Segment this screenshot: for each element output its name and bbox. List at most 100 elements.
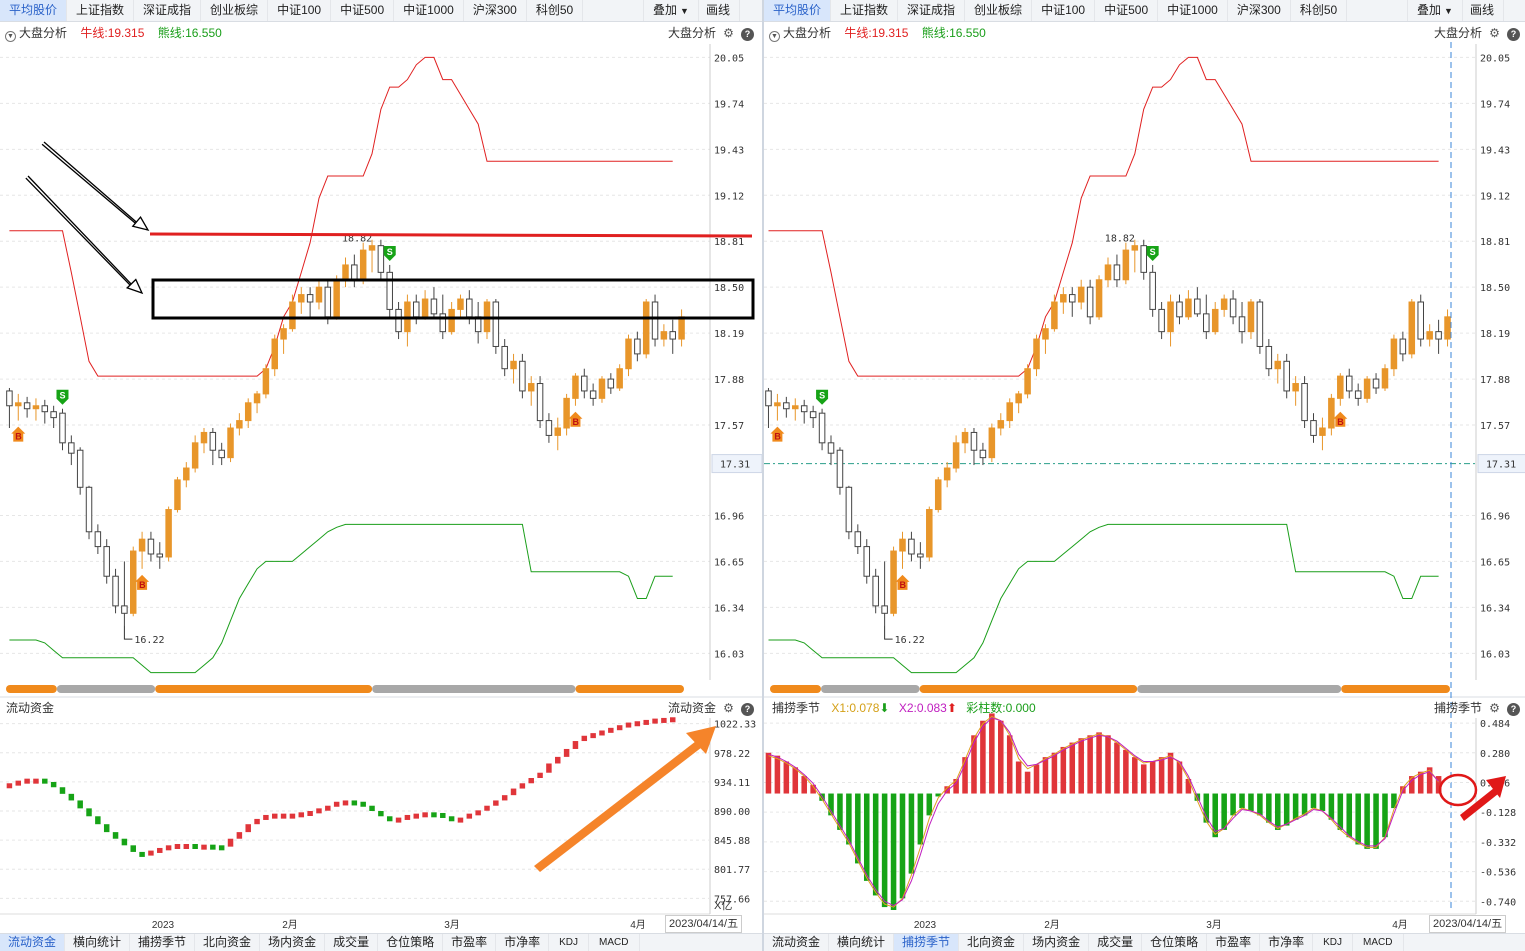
left-btab-north[interactable]: 北向资金	[195, 934, 261, 951]
left-btab-pe[interactable]: 市盈率	[443, 934, 497, 951]
left-btab-horizontal[interactable]: 横向统计	[65, 934, 131, 951]
gear-icon[interactable]: ⚙	[723, 701, 734, 715]
right-tab-csi1000[interactable]: 中证1000	[1158, 0, 1228, 21]
candle-body	[85, 486, 93, 533]
left-draw-button[interactable]: 画线	[697, 0, 741, 21]
trend-status-segment	[372, 685, 576, 693]
flow-bar	[386, 816, 393, 822]
collapse-icon[interactable]: ▼	[769, 31, 780, 42]
flow-bar	[581, 735, 588, 742]
left-tab-csi1000[interactable]: 中证1000	[394, 0, 464, 21]
y-tick-label: 16.03	[1480, 649, 1510, 660]
right-overlay-button[interactable]: 叠加 ▼	[1407, 0, 1463, 21]
flow-bar	[669, 717, 676, 723]
gear-icon[interactable]: ⚙	[1489, 26, 1500, 40]
left-btab-volume[interactable]: 成交量	[325, 934, 379, 951]
right-tab-csi500[interactable]: 中证500	[1095, 0, 1159, 21]
left-btab-onfloor[interactable]: 场内资金	[260, 934, 326, 951]
right-tab-star50[interactable]: 科创50	[1291, 0, 1348, 21]
candle-body	[1417, 301, 1424, 340]
candle-body	[678, 316, 685, 340]
fishing-bar	[846, 793, 852, 845]
right-btab-macd[interactable]: MACD	[1353, 934, 1404, 951]
candle-body	[934, 479, 942, 511]
flow-bar	[431, 812, 437, 818]
right-tab-sh-index[interactable]: 上证指数	[831, 0, 899, 21]
right-draw-button[interactable]: 画线	[1461, 0, 1505, 21]
right-sub-title: 捕捞季节	[772, 701, 821, 715]
right-btab-onfloor[interactable]: 场内资金	[1024, 934, 1090, 951]
candle-body	[147, 538, 155, 555]
fishing-bar	[1364, 793, 1370, 849]
sub-y-tick-label: -0.536	[1480, 868, 1516, 879]
right-chart-canvas: 20.05 19.74 19.43 19.12 18.81 18.50 18.19 17.88…	[764, 42, 1525, 931]
gear-icon[interactable]: ⚙	[723, 26, 734, 40]
right-analysis-label: 大盘分析	[783, 26, 832, 40]
left-btab-kdj[interactable]: KDJ	[549, 934, 590, 951]
sub-y-tick-label: 757.66	[714, 894, 750, 905]
left-tab-star50[interactable]: 科创50	[527, 0, 584, 21]
left-tab-hs300[interactable]: 沪深300	[464, 0, 527, 21]
fishing-bar	[1149, 761, 1156, 794]
candle-body	[527, 383, 535, 392]
right-btab-fishing[interactable]: 捕捞季节	[894, 934, 960, 951]
candle-body	[651, 301, 659, 340]
left-btab-macd[interactable]: MACD	[589, 934, 640, 951]
candle-body	[792, 405, 799, 410]
candle-body	[280, 328, 287, 340]
right-btab-pb[interactable]: 市净率	[1260, 934, 1314, 951]
annotation-arrow-icon	[25, 177, 132, 287]
candle-body	[59, 412, 66, 444]
right-tab-hs300[interactable]: 沪深300	[1228, 0, 1291, 21]
buy-marker-icon	[895, 574, 910, 590]
sub-y-tick-label: 978.22	[714, 749, 750, 760]
left-tab-sz-index[interactable]: 深证成指	[134, 0, 202, 21]
fishing-bar	[837, 793, 843, 830]
high-price-label: 18.82	[1105, 234, 1135, 245]
left-tab-csi100[interactable]: 中证100	[268, 0, 332, 21]
flow-bar	[333, 801, 340, 807]
left-overlay-button[interactable]: 叠加 ▼	[643, 0, 699, 21]
help-icon[interactable]: ?	[1507, 28, 1521, 41]
right-btab-volume[interactable]: 成交量	[1089, 934, 1143, 951]
left-btab-pb[interactable]: 市净率	[496, 934, 550, 951]
right-btab-flow[interactable]: 流动资金	[764, 934, 830, 951]
right-tab-gem[interactable]: 创业板综	[965, 0, 1033, 21]
candle-body	[1051, 301, 1058, 330]
left-tab-csi500[interactable]: 中证500	[331, 0, 395, 21]
help-icon[interactable]: ?	[741, 28, 755, 41]
annotation-arrow-icon	[41, 143, 138, 226]
left-tab-gem[interactable]: 创业板综	[201, 0, 269, 21]
y-tick-label: 19.74	[714, 99, 744, 110]
left-btab-flow[interactable]: 流动资金	[0, 934, 66, 951]
candle-body	[943, 467, 951, 481]
right-btab-position[interactable]: 仓位策略	[1142, 934, 1208, 951]
right-tab-csi100[interactable]: 中证100	[1032, 0, 1096, 21]
flow-bar	[15, 780, 22, 786]
right-sub-info: 捕捞季节 X1:0.078⬇ X2:0.083⬆ 彩柱数:0.000	[772, 700, 1036, 716]
flow-bar	[148, 850, 154, 856]
help-icon[interactable]: ?	[1507, 703, 1521, 716]
consolidation-box	[151, 278, 755, 320]
fishing-bar	[1319, 793, 1326, 811]
right-btab-pe[interactable]: 市盈率	[1207, 934, 1261, 951]
flow-bar	[218, 845, 225, 851]
buy-marker-icon	[135, 574, 150, 590]
candle-body	[660, 331, 668, 340]
collapse-icon[interactable]: ▼	[5, 31, 16, 42]
left-tab-avg-price[interactable]: 平均股价	[0, 0, 68, 21]
right-btab-kdj[interactable]: KDJ	[1313, 934, 1354, 951]
right-tab-sz-index[interactable]: 深证成指	[898, 0, 966, 21]
right-btab-north[interactable]: 北向资金	[959, 934, 1025, 951]
annotation-arrow-icon	[27, 175, 134, 286]
panel-divider[interactable]	[762, 0, 764, 951]
gear-icon[interactable]: ⚙	[1489, 701, 1500, 715]
left-tab-sh-index[interactable]: 上证指数	[67, 0, 135, 21]
help-icon[interactable]: ?	[741, 703, 755, 716]
left-btab-position[interactable]: 仓位策略	[378, 934, 444, 951]
right-tab-avg-price[interactable]: 平均股价	[764, 0, 832, 21]
candle-body	[1122, 249, 1130, 281]
right-btab-horizontal[interactable]: 横向统计	[829, 934, 895, 951]
flow-bar	[360, 801, 366, 807]
left-btab-fishing[interactable]: 捕捞季节	[130, 934, 196, 951]
